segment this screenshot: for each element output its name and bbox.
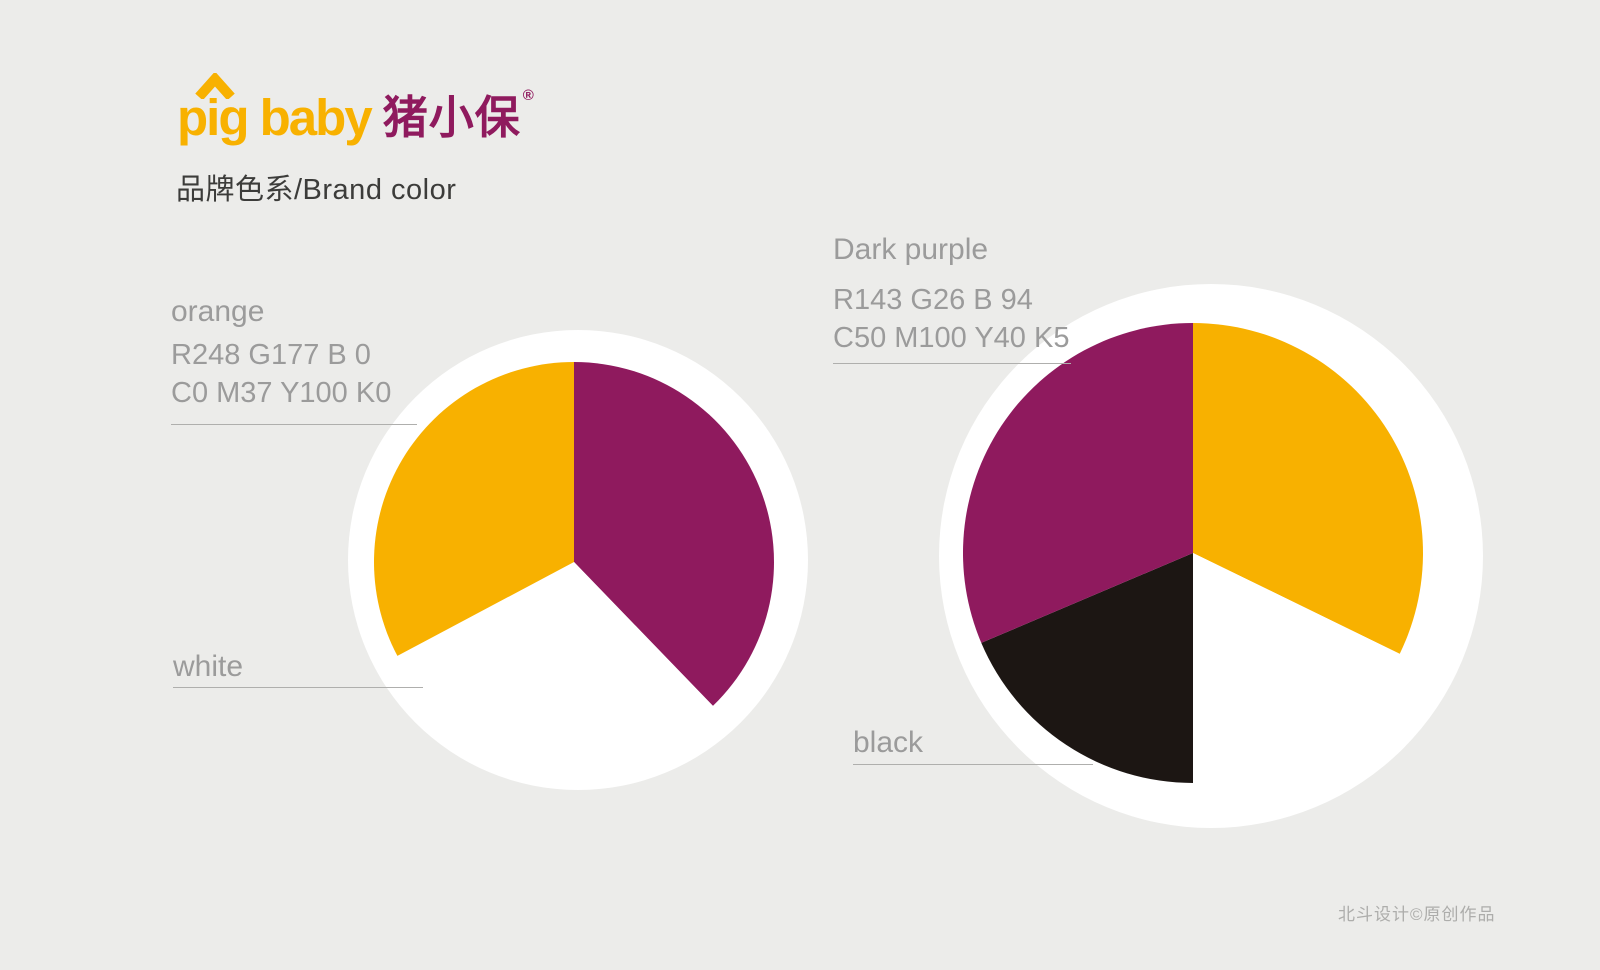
label-block-white: white <box>173 650 243 684</box>
swatch-cmyk-orange: C0 M37 Y100 K0 <box>171 377 392 409</box>
brand-color-wheel-right <box>939 284 1483 828</box>
swatch-name-white: white <box>173 650 244 683</box>
label-block-orange: orange R248 G177 B 0 C0 M37 Y100 K0 <box>171 295 391 412</box>
credit-text: 北斗设计©原创作品 <box>1338 905 1496 924</box>
swatch-name-black: black <box>853 726 924 759</box>
logo-wordmark-cjk: 猪小保 <box>382 92 521 143</box>
label-block-dark-purple: Dark purple R143 G26 B 94 C50 M100 Y40 K… <box>833 233 1069 357</box>
leader-line-orange <box>171 424 417 425</box>
logo-wordmark-latin: pig baby <box>177 89 373 146</box>
brand-logo: pig baby 猪小保 ® <box>177 71 534 146</box>
swatch-name-orange: orange <box>171 295 265 328</box>
swatch-name-dark-purple: Dark purple <box>833 233 989 266</box>
leader-line-dark-purple <box>833 363 1071 364</box>
leader-line-black <box>853 764 1093 765</box>
house-roof-icon <box>195 71 235 101</box>
swatch-cmyk-dark-purple: C50 M100 Y40 K5 <box>833 322 1070 354</box>
swatch-rgb-orange: R248 G177 B 0 <box>171 339 371 371</box>
page-title: 品牌色系/Brand color <box>176 174 457 206</box>
swatch-rgb-dark-purple: R143 G26 B 94 <box>833 284 1033 316</box>
brand-color-wheel-left <box>348 330 808 790</box>
label-block-black: black <box>853 726 923 760</box>
leader-line-white <box>173 687 423 688</box>
registered-trademark-icon: ® <box>522 87 534 104</box>
